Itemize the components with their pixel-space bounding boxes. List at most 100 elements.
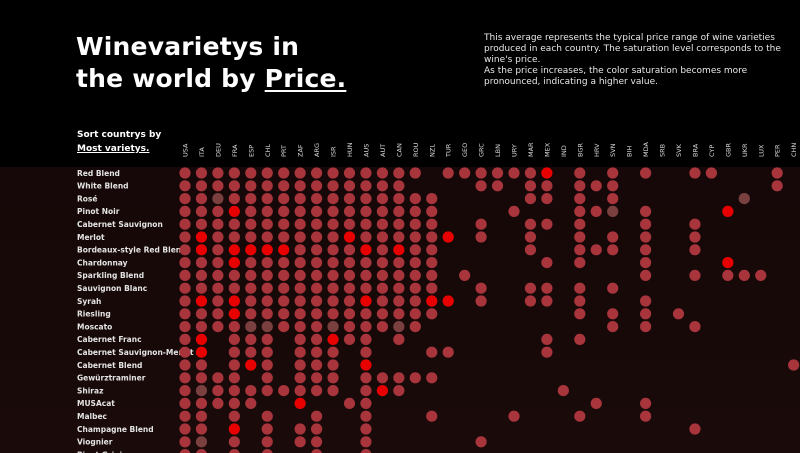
dot-bordeaux-style-red-blend-prt[interactable] (278, 244, 290, 256)
dot-sparkling-blend-geo[interactable] (459, 269, 471, 281)
dot-bordeaux-style-red-blend-arg[interactable] (311, 244, 323, 256)
dot-red-blend-isr[interactable] (327, 167, 339, 179)
dot-red-blend-lbn[interactable] (491, 167, 504, 179)
dot-bordeaux-style-red-blend-mda[interactable] (640, 244, 652, 256)
dot-viognier-aus[interactable] (360, 436, 372, 448)
dot-syrah-esp[interactable] (245, 295, 257, 307)
dot-red-blend-arg[interactable] (311, 167, 323, 179)
dot-pinot-noir-nzl[interactable] (426, 205, 438, 217)
dot-sparkling-blend-gbr[interactable] (722, 269, 734, 281)
dot-white-blend-hrv[interactable] (590, 180, 602, 192)
dot-sauvignon-blanc-can[interactable] (393, 282, 405, 294)
dot-riesling-mda[interactable] (640, 308, 652, 320)
dot-sauvignon-blanc-grc[interactable] (475, 282, 487, 294)
dot-red-blend-chl[interactable] (261, 167, 273, 179)
dot-malbec-fra[interactable] (228, 410, 240, 422)
dot-cabernet-franc-zaf[interactable] (294, 333, 306, 345)
dot-chardonnay-can[interactable] (393, 257, 405, 269)
dot-chardonnay-rou[interactable] (409, 257, 421, 269)
dot-cabernet-sauvignon-zaf[interactable] (294, 218, 306, 230)
dot-malbec-ita[interactable] (195, 410, 208, 422)
dot-moscato-ita[interactable] (195, 321, 208, 333)
dot-moscato-deu[interactable] (212, 321, 224, 333)
dot-gewurztraminer-zaf[interactable] (294, 372, 306, 384)
dot-chardonnay-usa[interactable] (179, 257, 191, 269)
dot-bordeaux-style-red-blend-can[interactable] (393, 244, 405, 256)
dot-cabernet-franc-esp[interactable] (245, 333, 257, 345)
dot-riesling-deu[interactable] (212, 308, 224, 320)
dot-pinot-noir-svn[interactable] (607, 205, 619, 217)
dot-merlot-fra[interactable] (228, 231, 240, 243)
dot-chardonnay-esp[interactable] (245, 257, 257, 269)
dot-red-blend-mda[interactable] (640, 167, 652, 179)
dot-red-blend-bgr[interactable] (574, 167, 586, 179)
dot-merlot-zaf[interactable] (294, 231, 306, 243)
dot-chardonnay-hun[interactable] (343, 257, 356, 269)
dot-pinot-noir-hrv[interactable] (590, 205, 602, 217)
dot-cabernet-sauvignon-merlot-usa[interactable] (179, 346, 191, 358)
dot-rose-esp[interactable] (245, 193, 257, 205)
dot-cabernet-blend-esp[interactable] (245, 359, 257, 371)
dot-cabernet-sauvignon-merlot-esp[interactable] (245, 346, 257, 358)
dot-sauvignon-blanc-esp[interactable] (245, 282, 257, 294)
dot-merlot-hun[interactable] (343, 231, 356, 243)
dot-syrah-hun[interactable] (343, 295, 356, 307)
dot-cabernet-sauvignon-esp[interactable] (245, 218, 257, 230)
dot-merlot-prt[interactable] (278, 231, 290, 243)
dot-sauvignon-blanc-ita[interactable] (195, 282, 208, 294)
dot-chardonnay-arg[interactable] (311, 257, 323, 269)
dot-white-blend-esp[interactable] (245, 180, 257, 192)
dot-musacat-hun[interactable] (343, 397, 356, 409)
dot-sparkling-blend-hun[interactable] (343, 269, 356, 281)
dot-riesling-arg[interactable] (311, 308, 323, 320)
dot-sauvignon-blanc-aus[interactable] (360, 282, 372, 294)
dot-riesling-aus[interactable] (360, 308, 372, 320)
dot-merlot-ita[interactable] (195, 231, 208, 243)
dot-riesling-svn[interactable] (607, 308, 619, 320)
dot-syrah-grc[interactable] (475, 295, 487, 307)
dot-syrah-mar[interactable] (524, 295, 537, 307)
dot-viognier-chl[interactable] (261, 436, 273, 448)
dot-merlot-can[interactable] (393, 231, 405, 243)
dot-viognier-ita[interactable] (195, 436, 208, 448)
dot-gewurztraminer-usa[interactable] (179, 372, 191, 384)
dot-red-blend-esp[interactable] (245, 167, 257, 179)
dot-moscato-svn[interactable] (607, 321, 619, 333)
dot-malbec-nzl[interactable] (426, 410, 438, 422)
dot-rose-usa[interactable] (179, 193, 191, 205)
dot-white-blend-mar[interactable] (524, 180, 537, 192)
dot-bordeaux-style-red-blend-fra[interactable] (228, 244, 240, 256)
dot-cabernet-sauvignon-bgr[interactable] (574, 218, 586, 230)
dot-riesling-chl[interactable] (261, 308, 273, 320)
dot-bordeaux-style-red-blend-ita[interactable] (195, 244, 208, 256)
dot-gewurztraminer-chl[interactable] (261, 372, 273, 384)
dot-bordeaux-style-red-blend-esp[interactable] (245, 244, 257, 256)
dot-cabernet-blend-arg[interactable] (311, 359, 323, 371)
dot-chardonnay-gbr[interactable] (722, 257, 734, 269)
dot-moscato-esp[interactable] (245, 321, 257, 333)
dot-syrah-fra[interactable] (228, 295, 240, 307)
dot-shiraz-ind[interactable] (557, 385, 569, 397)
dot-sparkling-blend-chl[interactable] (261, 269, 273, 281)
dot-merlot-arg[interactable] (311, 231, 323, 243)
dot-pinot-noir-deu[interactable] (212, 205, 224, 217)
dot-pinot-noir-isr[interactable] (327, 205, 339, 217)
dot-pinot-grigio-ita[interactable] (196, 449, 207, 453)
dot-cabernet-sauvignon-merlot-ita[interactable] (195, 346, 208, 358)
dot-cabernet-sauvignon-chl[interactable] (261, 218, 273, 230)
dot-shiraz-aus[interactable] (360, 385, 372, 397)
dot-malbec-chl[interactable] (261, 410, 273, 422)
dot-cabernet-blend-chn[interactable] (788, 359, 800, 371)
dot-cabernet-franc-isr[interactable] (327, 333, 339, 345)
dot-gewurztraminer-nzl[interactable] (426, 372, 438, 384)
sort-option-button[interactable]: Most varietys. (77, 144, 150, 154)
dot-rose-fra[interactable] (228, 193, 240, 205)
dot-pinot-grigio-usa[interactable] (179, 449, 191, 453)
dot-riesling-isr[interactable] (327, 308, 339, 320)
dot-cabernet-sauvignon-merlot-isr[interactable] (327, 346, 339, 358)
dot-syrah-prt[interactable] (278, 295, 290, 307)
dot-pinot-noir-can[interactable] (393, 205, 405, 217)
dot-riesling-bgr[interactable] (574, 308, 586, 320)
dot-champagne-blend-fra[interactable] (228, 423, 240, 435)
dot-merlot-chl[interactable] (261, 231, 273, 243)
